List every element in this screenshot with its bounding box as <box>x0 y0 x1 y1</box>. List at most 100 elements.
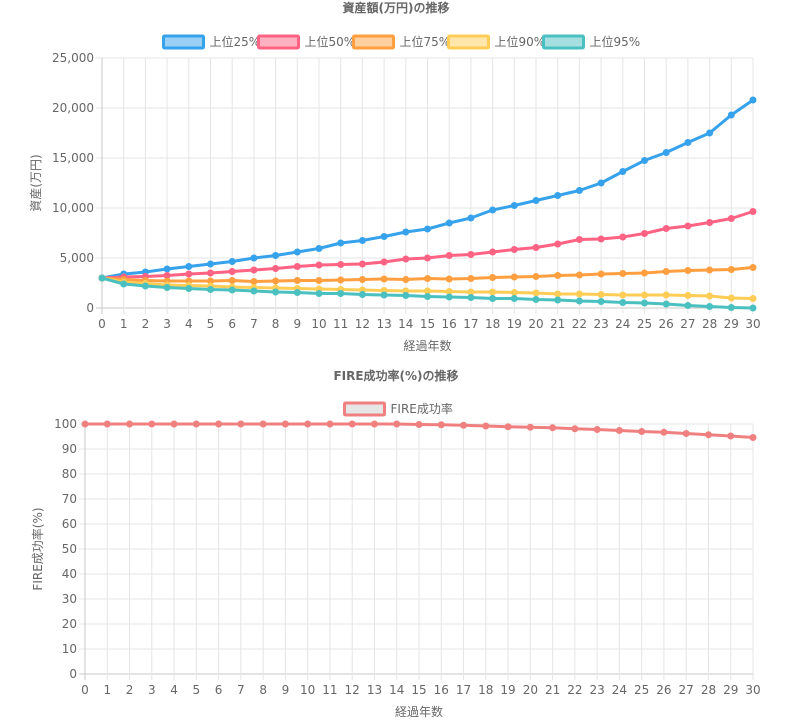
x-tick-label: 0 <box>98 317 106 331</box>
legend-swatch <box>343 401 386 417</box>
legend-item[interactable]: 上位75% <box>352 34 451 50</box>
x-tick-label: 3 <box>163 317 171 331</box>
data-point <box>370 420 378 428</box>
x-tick-label: 15 <box>420 317 435 331</box>
y-tick-label: 40 <box>62 567 77 581</box>
x-tick-label: 15 <box>411 683 426 697</box>
x-tick-label: 13 <box>376 317 391 331</box>
legend-item[interactable]: 上位90% <box>447 34 546 50</box>
data-point <box>554 240 562 248</box>
data-point <box>358 237 366 244</box>
legend-swatch <box>257 34 300 50</box>
data-point <box>81 420 89 428</box>
x-tick-label: 8 <box>272 317 280 331</box>
data-point <box>348 420 356 428</box>
data-point <box>489 248 497 256</box>
y-tick-label: 10 <box>62 642 77 656</box>
data-point <box>662 225 670 232</box>
data-point <box>727 304 735 311</box>
x-tick-label: 8 <box>259 683 267 697</box>
y-axis-label: 資産(万円) <box>28 154 43 211</box>
data-point <box>259 420 267 428</box>
data-point <box>575 236 583 243</box>
data-point <box>437 421 445 429</box>
data-point <box>207 269 214 277</box>
data-point <box>250 287 258 295</box>
y-tick-label: 60 <box>62 517 77 531</box>
legend: 上位25% 上位50% 上位75% 上位90% 上位95% <box>162 34 641 50</box>
data-point <box>337 239 345 247</box>
data-point <box>250 254 258 262</box>
x-tick-label: 22 <box>567 683 582 697</box>
data-point <box>749 304 757 312</box>
data-point <box>615 427 623 434</box>
data-point <box>662 268 670 275</box>
data-point <box>684 139 692 146</box>
series-5 <box>98 274 757 312</box>
data-point <box>597 298 605 305</box>
x-tick-label: 20 <box>528 317 543 331</box>
legend-swatch <box>447 34 490 50</box>
data-point <box>445 252 453 259</box>
data-point <box>706 303 714 310</box>
data-point <box>250 266 258 274</box>
x-tick-label: 26 <box>656 683 671 697</box>
x-tick-label: 12 <box>345 683 360 697</box>
data-point <box>315 245 323 252</box>
data-point <box>532 197 540 204</box>
legend-label: 上位75% <box>400 34 451 49</box>
data-point <box>215 420 223 428</box>
x-tick-label: 11 <box>322 683 337 697</box>
x-tick-label: 1 <box>103 683 111 697</box>
x-axis-label: 経過年数 <box>403 338 451 353</box>
data-point <box>358 291 366 298</box>
legend-item[interactable]: 上位50% <box>257 34 356 50</box>
data-point <box>402 292 410 299</box>
data-point <box>315 290 323 297</box>
data-point <box>704 431 712 439</box>
x-tick-label: 18 <box>478 683 493 697</box>
data-point <box>575 187 583 194</box>
x-tick-label: 24 <box>612 683 627 697</box>
legend: FIRE成功率 <box>343 401 453 417</box>
x-tick-label: 16 <box>442 317 457 331</box>
y-tick-label: 20,000 <box>52 101 94 115</box>
data-point <box>682 430 690 437</box>
data-point <box>293 277 301 284</box>
x-tick-label: 17 <box>456 683 471 697</box>
x-tick-label: 30 <box>745 317 760 331</box>
x-tick-label: 6 <box>215 683 223 697</box>
legend-item[interactable]: FIRE成功率 <box>343 401 453 417</box>
x-tick-label: 30 <box>745 683 760 697</box>
legend-item[interactable]: 上位95% <box>542 34 641 50</box>
data-point <box>662 149 670 156</box>
data-point <box>549 424 557 432</box>
y-tick-label: 70 <box>62 492 77 506</box>
y-tick-label: 0 <box>86 301 94 315</box>
data-point <box>141 282 149 290</box>
data-point <box>228 277 236 284</box>
data-point <box>684 292 692 299</box>
data-point <box>597 235 605 243</box>
series-3 <box>98 264 757 285</box>
legend-label: 上位50% <box>305 34 356 49</box>
x-tick-label: 19 <box>507 317 522 331</box>
x-tick-label: 16 <box>434 683 449 697</box>
data-point <box>337 261 345 268</box>
legend-label: 上位95% <box>590 34 641 49</box>
data-point <box>170 420 178 428</box>
x-tick-label: 14 <box>389 683 404 697</box>
x-tick-label: 14 <box>398 317 413 331</box>
data-point <box>684 302 692 309</box>
data-point <box>228 258 236 265</box>
x-tick-label: 7 <box>250 317 258 331</box>
data-point <box>293 289 301 296</box>
data-point <box>575 271 583 279</box>
data-point <box>554 192 562 199</box>
y-tick-label: 15,000 <box>52 151 94 165</box>
series-4 <box>98 274 757 302</box>
legend-item[interactable]: 上位25% <box>162 34 261 50</box>
y-tick-label: 50 <box>62 542 77 556</box>
y-tick-label: 90 <box>62 442 77 456</box>
